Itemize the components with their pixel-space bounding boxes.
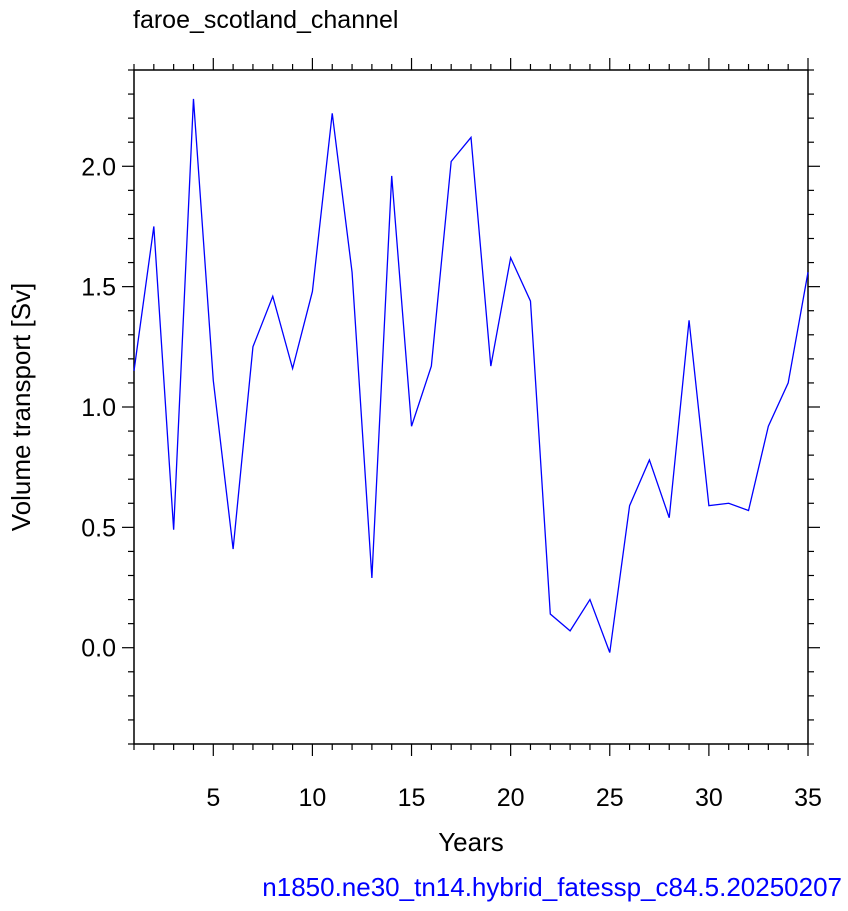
x-axis-label: Years (438, 827, 504, 857)
x-tick-label: 25 (596, 784, 624, 812)
y-tick-label: 0.0 (81, 635, 116, 663)
x-tick-label: 5 (206, 784, 220, 812)
caption: n1850.ne30_tn14.hybrid_fatessp_c84.5.202… (262, 872, 842, 902)
y-tick-label: 0.5 (81, 514, 116, 542)
x-tick-label: 30 (695, 784, 723, 812)
data-line (133, 98, 809, 653)
y-tick-label: 1.0 (81, 394, 116, 422)
x-tick-label: 15 (398, 784, 426, 812)
y-axis-label: Volume transport [Sv] (6, 283, 36, 532)
x-tick-label: 20 (497, 784, 525, 812)
x-tick-label: 35 (794, 784, 822, 812)
chart-title: faroe_scotland_channel (133, 6, 398, 34)
plot-frame (133, 69, 809, 745)
x-tick-label: 10 (299, 784, 327, 812)
y-tick-label: 1.5 (81, 274, 116, 302)
y-tick-label: 2.0 (81, 153, 116, 181)
